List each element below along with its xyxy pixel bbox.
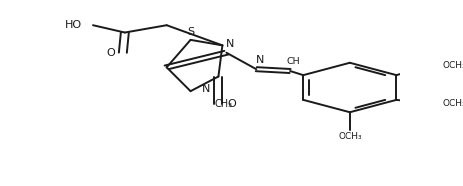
Text: N: N [225, 39, 234, 49]
Text: HO: HO [65, 20, 82, 30]
Text: OCH₃: OCH₃ [442, 99, 463, 108]
Text: O: O [106, 48, 115, 58]
Text: N: N [256, 55, 264, 65]
Text: CH₃: CH₃ [214, 99, 232, 109]
Text: OCH₃: OCH₃ [442, 62, 463, 70]
Text: O: O [227, 99, 236, 109]
Text: CH: CH [287, 57, 300, 66]
Text: N: N [201, 84, 210, 94]
Text: OCH₃: OCH₃ [338, 132, 362, 141]
Text: S: S [187, 27, 194, 37]
